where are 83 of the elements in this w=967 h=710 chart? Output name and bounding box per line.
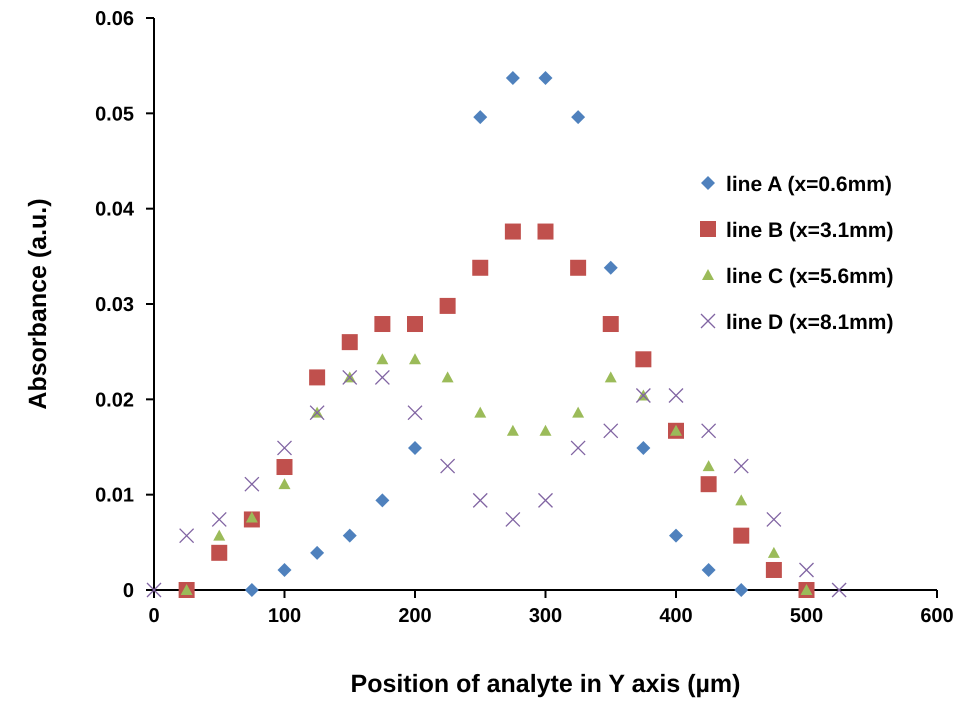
point: [831, 582, 847, 598]
point: [374, 316, 390, 332]
legend-label: line B (x=3.1mm): [726, 219, 894, 242]
y-tick-label: 0.02: [95, 389, 134, 412]
point: [473, 110, 488, 124]
point: [472, 492, 488, 508]
y-tick-label: 0.03: [95, 294, 134, 316]
y-tick-label: 0: [122, 580, 134, 602]
point: [540, 424, 552, 436]
point: [734, 583, 748, 597]
point: [440, 458, 456, 474]
point: [408, 440, 422, 455]
x-axis-title: Position of analyte in Y axis (µm): [350, 670, 740, 698]
point: [602, 316, 619, 332]
point: [505, 512, 521, 528]
point: [407, 316, 423, 332]
point: [603, 423, 618, 438]
point: [668, 388, 684, 404]
point: [407, 405, 423, 420]
point: [570, 440, 586, 456]
point: [504, 224, 521, 240]
point: [342, 370, 358, 386]
y-tick-label: 0.01: [95, 484, 134, 507]
point: [472, 260, 488, 276]
x-tick-label: 200: [398, 605, 432, 627]
point: [538, 492, 554, 508]
point: [278, 478, 290, 490]
point: [570, 260, 586, 276]
point: [440, 298, 456, 314]
point: [766, 512, 782, 528]
point: [768, 546, 780, 558]
x-tick-label: 300: [528, 605, 562, 627]
point: [244, 583, 259, 597]
x-tick-label: 0: [148, 605, 160, 627]
point: [702, 562, 716, 577]
y-tick-label: 0.05: [95, 103, 134, 126]
point: [636, 440, 650, 455]
point: [442, 371, 454, 382]
point: [571, 110, 586, 124]
point: [604, 260, 618, 275]
point: [244, 476, 260, 492]
legend-label: line C (x=5.6mm): [726, 265, 894, 288]
point: [506, 71, 520, 86]
point: [376, 353, 388, 364]
point: [669, 528, 683, 543]
point: [635, 351, 652, 368]
y-axis-title: Absorbance (a.u.): [24, 198, 52, 410]
point: [474, 406, 486, 418]
point: [211, 544, 228, 561]
point: [572, 406, 584, 418]
point: [310, 546, 324, 560]
point: [604, 371, 617, 382]
y-tick-label: 0.04: [95, 198, 135, 221]
point: [538, 71, 552, 86]
legend-label: line A (x=0.6mm): [726, 173, 892, 196]
point: [766, 562, 782, 578]
point: [213, 530, 226, 541]
point: [212, 512, 227, 528]
point: [733, 528, 750, 544]
point: [506, 424, 519, 436]
point: [309, 369, 326, 386]
point: [342, 528, 357, 543]
point: [735, 494, 748, 506]
point: [734, 458, 749, 474]
x-tick-label: 600: [920, 605, 954, 627]
point: [702, 460, 715, 472]
point: [178, 528, 194, 544]
point: [700, 476, 717, 492]
point: [375, 493, 390, 508]
point: [700, 423, 716, 438]
x-tick-label: 400: [659, 605, 693, 627]
point: [538, 224, 554, 240]
point: [374, 370, 390, 386]
point: [276, 459, 292, 476]
point: [342, 334, 358, 350]
x-tick-label: 100: [268, 605, 302, 627]
point: [276, 440, 292, 456]
legend-label: line D (x=8.1mm): [726, 311, 894, 334]
x-tick-label: 500: [790, 605, 824, 627]
y-tick-label: 0.06: [95, 8, 134, 30]
point: [278, 562, 292, 577]
point: [409, 353, 421, 364]
point: [798, 562, 814, 578]
